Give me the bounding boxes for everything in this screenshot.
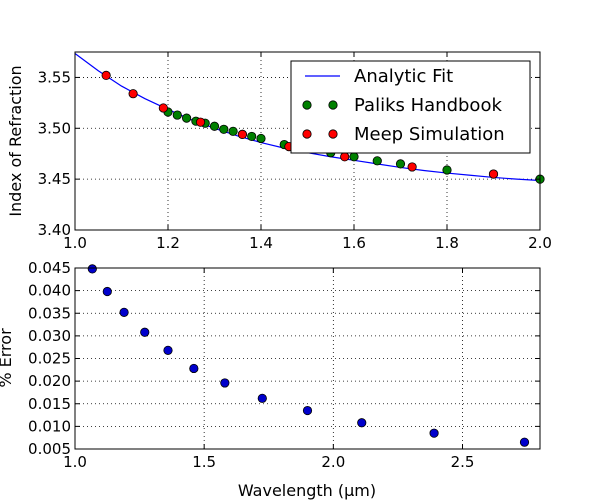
legend-paliks-marker-left — [302, 100, 312, 110]
bottom-grid — [75, 268, 540, 449]
meep-point-6 — [340, 152, 350, 162]
paliks-point-10 — [256, 133, 266, 144]
bottom-ytick-label-1: 0.010 — [28, 417, 71, 435]
paliks-point-16 — [395, 159, 406, 169]
error-point-1 — [102, 286, 112, 297]
error-point-10 — [429, 428, 439, 438]
bottom-y-axis-label: % Error — [0, 328, 15, 388]
error-point-11 — [519, 437, 530, 447]
meep-point-3 — [195, 117, 206, 127]
bottom-xtick-label-1: 1.5 — [192, 453, 216, 471]
paliks-point-14 — [349, 152, 359, 162]
error-point-5 — [189, 363, 199, 374]
top-ytick-label-3: 3.55 — [38, 68, 71, 86]
top-ytick-label-2: 3.50 — [38, 119, 71, 137]
bottom-yticks: 0.005 0.010 0.015 0.020 0.025 0.030 0.035 0.040… — [28, 259, 540, 458]
bottom-xticks: 1.0 1.5 2.0 2.5 — [63, 268, 474, 471]
bottom-ytick-label-8: 0.045 — [28, 259, 71, 277]
error-point-0 — [87, 264, 97, 274]
bottom-ytick-label-7: 0.040 — [28, 282, 71, 300]
bottom-xtick-label-2: 2.0 — [321, 453, 345, 471]
paliks-point-9 — [247, 131, 257, 142]
paliks-point-7 — [228, 126, 238, 136]
top-legend: Analytic Fit Paliks Handbook Meep Simula… — [290, 60, 531, 154]
top-axes-frame — [74, 51, 541, 231]
error-point-4 — [163, 345, 173, 355]
paliks-point-2 — [182, 113, 192, 123]
meep-point-2 — [158, 103, 168, 113]
meep-point-1 — [128, 89, 138, 99]
bottom-ytick-label-3: 0.020 — [28, 372, 71, 390]
bottom-xtick-label-3: 2.5 — [451, 453, 475, 471]
top-xtick-label-3: 1.6 — [342, 234, 366, 252]
top-chart: 1.0 1.2 1.4 1.6 1.8 2.0 3.40 3.45 3.50 3.55 Inde… — [6, 51, 552, 252]
bottom-x-axis-label: Wavelength (μm) — [238, 481, 376, 500]
bottom-chart: 1.0 1.5 2.0 2.5 0.0050.0100.0150.0200.0250.… — [0, 259, 541, 500]
paliks-point-5 — [209, 121, 220, 131]
error-point-8 — [302, 405, 313, 416]
top-yticks: 3.40 3.45 3.50 3.55 — [38, 68, 540, 239]
legend-meep-marker-left — [302, 129, 312, 139]
top-ytick-label-1: 3.45 — [38, 170, 71, 188]
top-ytick-label-0: 3.40 — [38, 221, 71, 239]
legend-paliks-label: Paliks Handbook — [354, 95, 502, 116]
legend-analytic-label: Analytic Fit — [354, 66, 453, 87]
legend-meep-marker-right — [328, 129, 338, 139]
error-point-3 — [140, 327, 150, 337]
bottom-ytick-label-5: 0.030 — [28, 327, 71, 345]
paliks-point-6 — [219, 124, 229, 134]
error-point-6 — [220, 378, 230, 388]
error-point-9 — [357, 418, 367, 428]
error-point-2 — [119, 307, 129, 317]
top-xticks: 1.0 1.2 1.4 1.6 1.8 2.0 — [63, 52, 552, 252]
top-y-axis-label: Index of Refraction — [6, 65, 25, 216]
bottom-xtick-label-0: 1.0 — [63, 453, 87, 471]
top-xtick-label-2: 1.4 — [249, 234, 273, 252]
legend-meep-label: Meep Simulation — [354, 124, 505, 145]
meep-point-7 — [407, 162, 417, 172]
bottom-ytick-label-0: 0.005 — [28, 440, 71, 458]
top-xtick-label-4: 1.8 — [435, 234, 459, 252]
bottom-ytick-label-4: 0.025 — [28, 350, 71, 368]
meep-point-4 — [237, 129, 247, 139]
bottom-series-layer — [87, 264, 530, 447]
paliks-point-15 — [372, 156, 382, 166]
error-point-7 — [257, 393, 267, 403]
top-xtick-label-0: 1.0 — [63, 234, 87, 252]
bottom-ytick-label-6: 0.035 — [28, 304, 71, 322]
meep-point-0 — [101, 70, 111, 80]
top-xtick-label-1: 1.2 — [156, 234, 180, 252]
bottom-ytick-label-2: 0.015 — [28, 395, 71, 413]
meep-point-8 — [488, 169, 499, 179]
paliks-point-1 — [172, 110, 182, 120]
paliks-point-17 — [442, 165, 452, 175]
legend-paliks-marker-right — [328, 100, 338, 110]
top-xtick-label-5: 2.0 — [528, 234, 552, 252]
